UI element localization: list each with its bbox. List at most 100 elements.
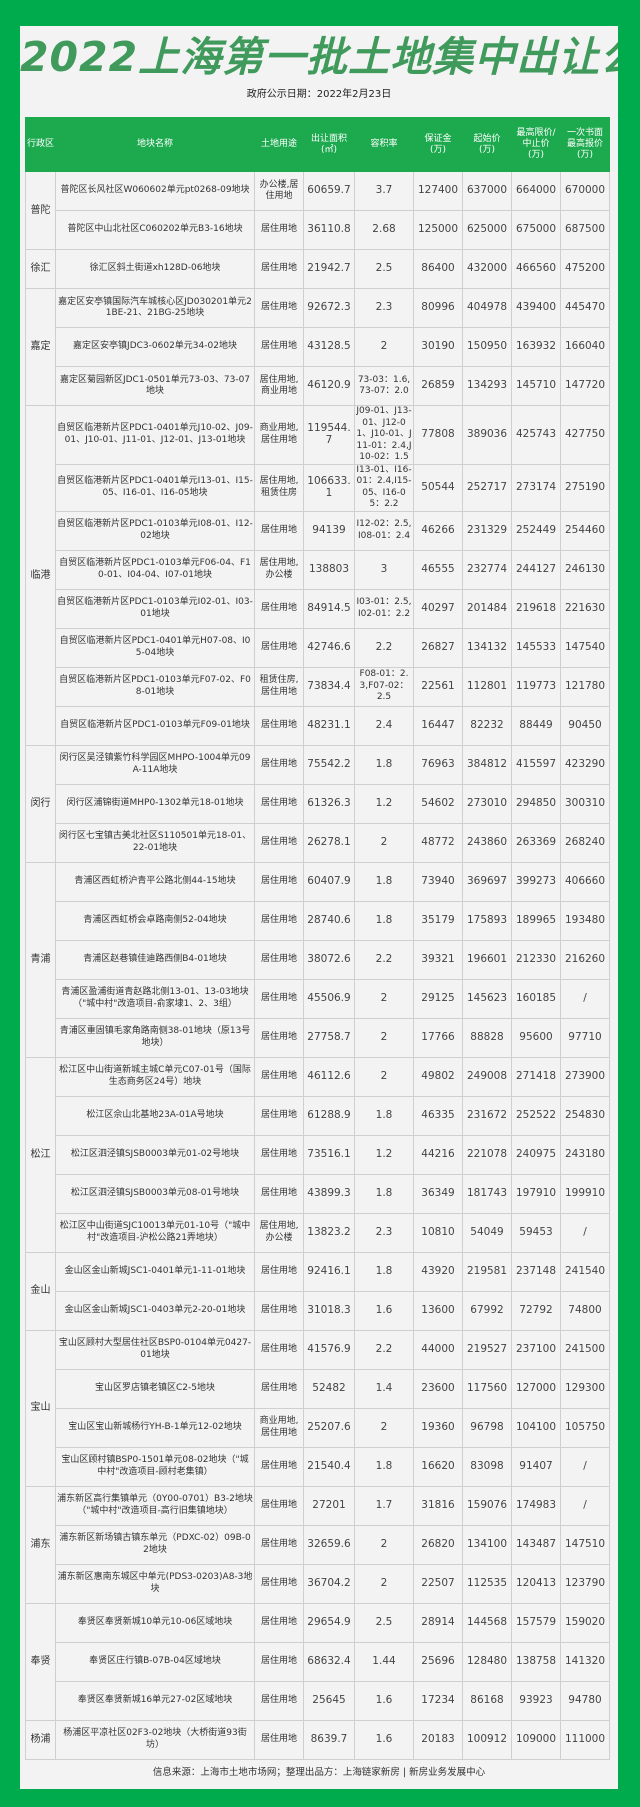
table-row: 自贸区临港新片区PDC1-0103单元F09-01地块 居住用地 48231.1 2.…: [26, 705, 610, 746]
starting-price-cell: 128480: [462, 1641, 512, 1682]
parcel-name-cell: 宝山区顾村大型居住社区BSP0-0104单元0427-01地块: [55, 1329, 255, 1370]
parcel-name-cell: 浦东新区新场镇古镇东单元（PDXC-02）09B-02地块: [55, 1524, 255, 1565]
table-row: 徐汇 徐汇区斜土街道xh128D-06地块 居住用地 21942.7 2.5 86400 4…: [25, 249, 610, 289]
area-cell: 38072.6: [303, 939, 355, 980]
table-row: 普陀 普陀区长风社区W060602单元pt0268-09地块 办公楼,居住用地 606…: [25, 171, 610, 250]
table-row: 嘉定区菊园新区JDC1-0501单元73-03、73-07地块 居住用地,商业用地…: [26, 366, 610, 406]
max-price-cell: 104100: [511, 1407, 561, 1448]
district-cell: 金山: [25, 1251, 56, 1331]
first-bid-cell: 427750: [560, 405, 610, 465]
area-cell: 92416.1: [303, 1251, 355, 1292]
first-bid-cell: 423290: [560, 744, 610, 785]
land-use-cell: 居住用地: [254, 627, 304, 668]
starting-price-cell: 231329: [462, 510, 512, 551]
district-cell: 奉贤: [25, 1602, 56, 1721]
parcel-name-cell: 青浦区西虹桥沪青平公路北侧44-15地块: [55, 861, 255, 902]
plot-ratio-cell: 1.8: [354, 900, 414, 941]
max-price-cell: 189965: [511, 900, 561, 941]
parcel-name-cell: 闵行区七宝镇古美北社区S110501单元18-01、22-01地块: [55, 822, 255, 863]
plot-ratio-cell: 1.2: [354, 783, 414, 824]
deposit-cell: 50544: [413, 463, 463, 512]
starting-price-cell: 134100: [462, 1524, 512, 1565]
parcel-name-cell: 嘉定区菊园新区JDC1-0501单元73-03、73-07地块: [55, 366, 255, 406]
max-price-cell: 72792: [511, 1290, 561, 1331]
land-use-cell: 居住用地: [254, 1446, 304, 1487]
parcel-name-cell: 浦东新区高行集镇单元（0Y00-0701）B3-2地块（"城中村"改造项目-高行…: [55, 1485, 255, 1526]
parcel-name-cell: 嘉定区安亭镇国际汽车城核心区JD030201单元21BE-21、21BG-25地…: [55, 288, 255, 328]
table-row: 奉贤区奉贤新城16单元27-02区域地块 居住用地 25645 1.6 17234 861…: [26, 1680, 610, 1721]
starting-price-cell: 112535: [462, 1563, 512, 1604]
table-row: 青浦区赵巷镇佳迪路西侧B4-01地块 居住用地 38072.6 2.2 39321 196…: [26, 939, 610, 980]
land-use-cell: 居住用地: [254, 1641, 304, 1682]
plot-ratio-cell: 1.6: [354, 1719, 414, 1760]
deposit-cell: 13600: [413, 1290, 463, 1331]
deposit-cell: 10810: [413, 1212, 463, 1253]
max-price-cell: 145710: [511, 366, 561, 406]
max-price-cell: 157579: [511, 1602, 561, 1643]
table-row: 青浦 青浦区西虹桥沪青平公路北侧44-15地块 居住用地 60407.9 1.8 7394…: [25, 861, 610, 1058]
land-use-cell: 居住用地: [254, 1329, 304, 1370]
table-row: 青浦区重固镇毛家角路南侧38-01地块（原13号地块） 居住用地 27758.7 2 1…: [26, 1017, 610, 1058]
parcel-name-cell: 青浦区重固镇毛家角路南侧38-01地块（原13号地块）: [55, 1017, 255, 1058]
area-cell: 84914.5: [303, 588, 355, 629]
deposit-cell: 16620: [413, 1446, 463, 1487]
first-bid-cell: 166040: [560, 327, 610, 367]
table-row: 普陀区中山北社区C060202单元B3-16地块 居住用地 36110.8 2.68 1…: [26, 210, 610, 250]
max-price-cell: 466560: [511, 249, 561, 289]
max-price-cell: 399273: [511, 861, 561, 902]
area-cell: 61288.9: [303, 1095, 355, 1136]
table-row: 宝山 宝山区顾村大型居住社区BSP0-0104单元0427-01地块 居住用地 415…: [25, 1329, 610, 1487]
max-price-cell: 263369: [511, 822, 561, 863]
land-use-cell: 居住用地: [254, 1602, 304, 1643]
deposit-cell: 22507: [413, 1563, 463, 1604]
first-bid-cell: /: [560, 1446, 610, 1487]
area-cell: 27201: [303, 1485, 355, 1526]
area-cell: 21540.4: [303, 1446, 355, 1487]
district-cell: 浦东: [25, 1485, 56, 1604]
max-price-cell: 160185: [511, 978, 561, 1019]
land-use-cell: 居住用地,办公楼: [254, 1212, 304, 1253]
table-row: 奉贤 奉贤区奉贤新城10单元10-06区域地块 居住用地 29654.9 2.5 2891…: [25, 1602, 610, 1721]
starting-price-cell: 145623: [462, 978, 512, 1019]
plot-ratio-cell: 2: [354, 1524, 414, 1565]
area-cell: 75542.2: [303, 744, 355, 785]
first-bid-cell: 300310: [560, 783, 610, 824]
land-use-cell: 居住用地,租赁住房: [254, 463, 304, 512]
first-bid-cell: 147540: [560, 627, 610, 668]
notice-panel: 2022上海第一批土地集中出让公示 政府公示日期：2022年2月23日 行政区地…: [20, 26, 618, 1789]
deposit-cell: 73940: [413, 861, 463, 902]
plot-ratio-cell: 1.8: [354, 861, 414, 902]
parcel-name-cell: 自贸区临港新片区PDC1-0401单元H07-08、I05-04地块: [55, 627, 255, 668]
first-bid-cell: 199910: [560, 1173, 610, 1214]
max-price-cell: 219618: [511, 588, 561, 629]
deposit-cell: 17234: [413, 1680, 463, 1721]
deposit-cell: 17766: [413, 1017, 463, 1058]
parcel-name-cell: 金山区金山新城JSC1-0401单元1-11-01地块: [55, 1251, 255, 1292]
starting-price-cell: 86168: [462, 1680, 512, 1721]
table-row: 金山 金山区金山新城JSC1-0401单元1-11-01地块 居住用地 92416.1…: [25, 1251, 610, 1331]
parcel-name-cell: 宝山区顾村镇BSP0-1501单元08-02地块（"城中村"改造项目-顾村老集镇…: [55, 1446, 255, 1487]
deposit-cell: 125000: [413, 210, 463, 250]
plot-ratio-cell: 1.8: [354, 1095, 414, 1136]
first-bid-cell: 254830: [560, 1095, 610, 1136]
max-price-cell: 294850: [511, 783, 561, 824]
parcel-name-cell: 青浦区盈浦街道青赵路北侧13-01、13-03地块（"城中村"改造项目-俞家埭1…: [55, 978, 255, 1019]
starting-price-cell: 54049: [462, 1212, 512, 1253]
header-first-bid: 一次书面 最高报价 (万): [560, 117, 610, 172]
table-row: 青浦区盈浦街道青赵路北侧13-01、13-03地块（"城中村"改造项目-俞家埭1…: [26, 978, 610, 1019]
parcel-name-cell: 奉贤区奉贤新城10单元10-06区域地块: [55, 1602, 255, 1643]
deposit-cell: 31816: [413, 1485, 463, 1526]
deposit-cell: 44216: [413, 1134, 463, 1175]
parcel-name-cell: 闵行区吴泾镇紫竹科学园区MHPO-1004单元09A-11A地块: [55, 744, 255, 785]
district-cell: 临港: [25, 405, 56, 746]
source-footer: 信息来源：上海市土地市场网；整理出品方：上海链家新房 | 新房业务发展中心: [152, 1766, 486, 1778]
starting-price-cell: 134132: [462, 627, 512, 668]
area-cell: 92672.3: [303, 288, 355, 328]
first-bid-cell: 273900: [560, 1056, 610, 1097]
area-cell: 48231.1: [303, 705, 355, 746]
max-price-cell: 240975: [511, 1134, 561, 1175]
starting-price-cell: 404978: [462, 288, 512, 328]
first-bid-cell: /: [560, 1212, 610, 1253]
plot-ratio-cell: I03-01：2.5,I02-01：2.2: [354, 588, 414, 629]
area-cell: 41576.9: [303, 1329, 355, 1370]
